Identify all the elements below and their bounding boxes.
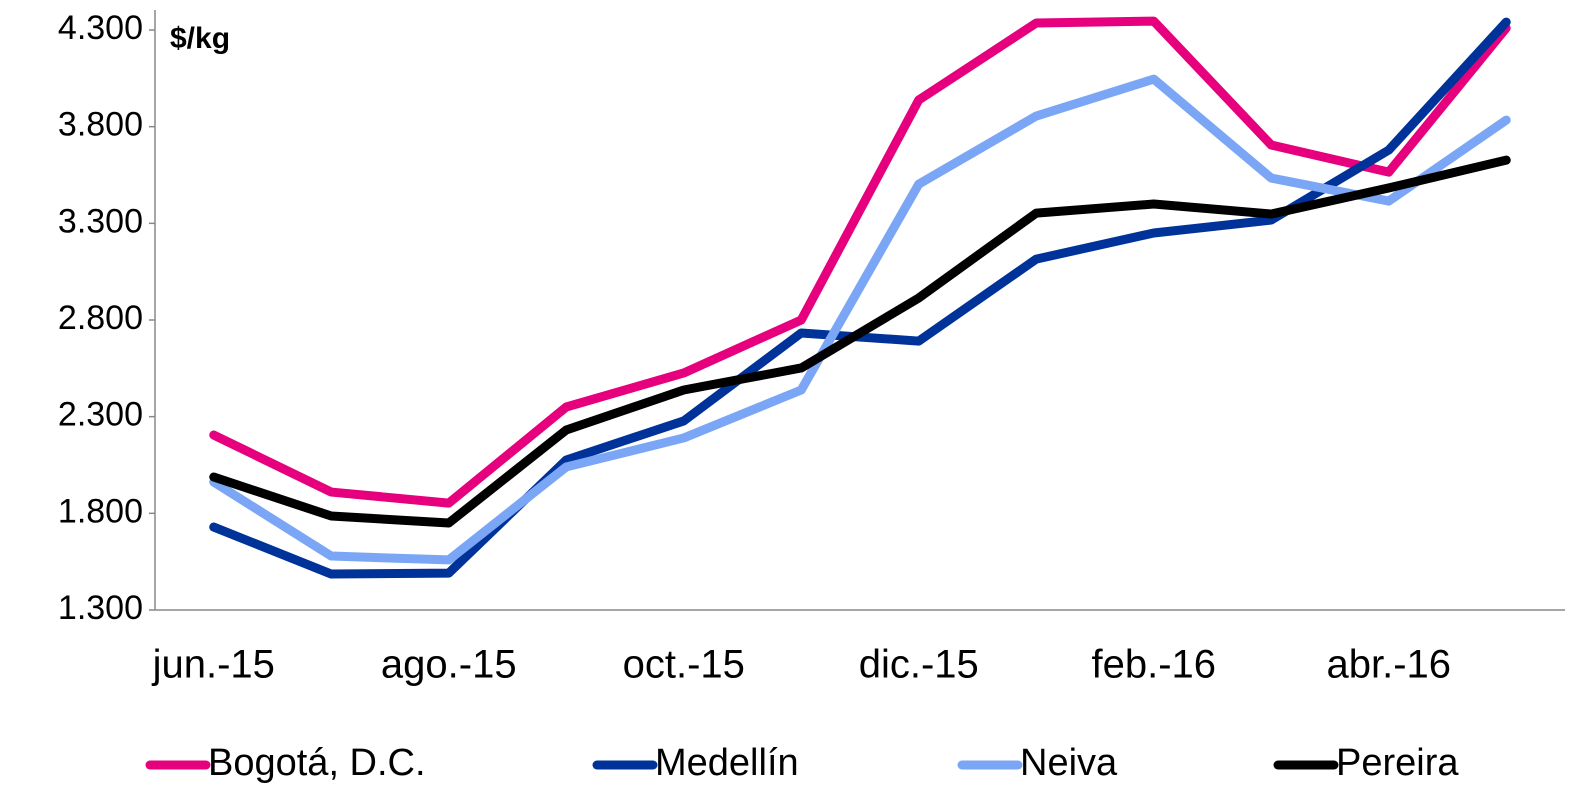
y-tick-label: 3.300 (58, 202, 143, 240)
y-tick-label: 2.800 (58, 299, 143, 337)
x-tick-label: oct.-15 (623, 643, 745, 687)
y-tick-label: 1.800 (58, 492, 143, 530)
series-line (209, 155, 1511, 528)
x-tick-label: abr.-16 (1326, 643, 1451, 687)
legend-label: Bogotá, D.C. (208, 742, 426, 784)
y-tick-label: 1.300 (58, 589, 143, 627)
unit-label: $/kg (170, 22, 230, 55)
x-tick-label: dic.-15 (859, 643, 979, 687)
x-tick-label: jun.-15 (152, 643, 275, 687)
legend-label: Medellín (655, 742, 799, 784)
x-tick-label: feb.-16 (1091, 643, 1216, 687)
y-tick-label: 2.300 (58, 396, 143, 434)
y-tick-label: 3.800 (58, 106, 143, 144)
legend-label: Pereira (1336, 742, 1459, 784)
legend-label: Neiva (1020, 742, 1118, 784)
y-tick-label: 4.300 (58, 9, 143, 47)
series-line (209, 16, 1511, 508)
x-tick-label: ago.-15 (381, 643, 517, 687)
series-line (209, 74, 1511, 565)
series-line (209, 17, 1511, 579)
